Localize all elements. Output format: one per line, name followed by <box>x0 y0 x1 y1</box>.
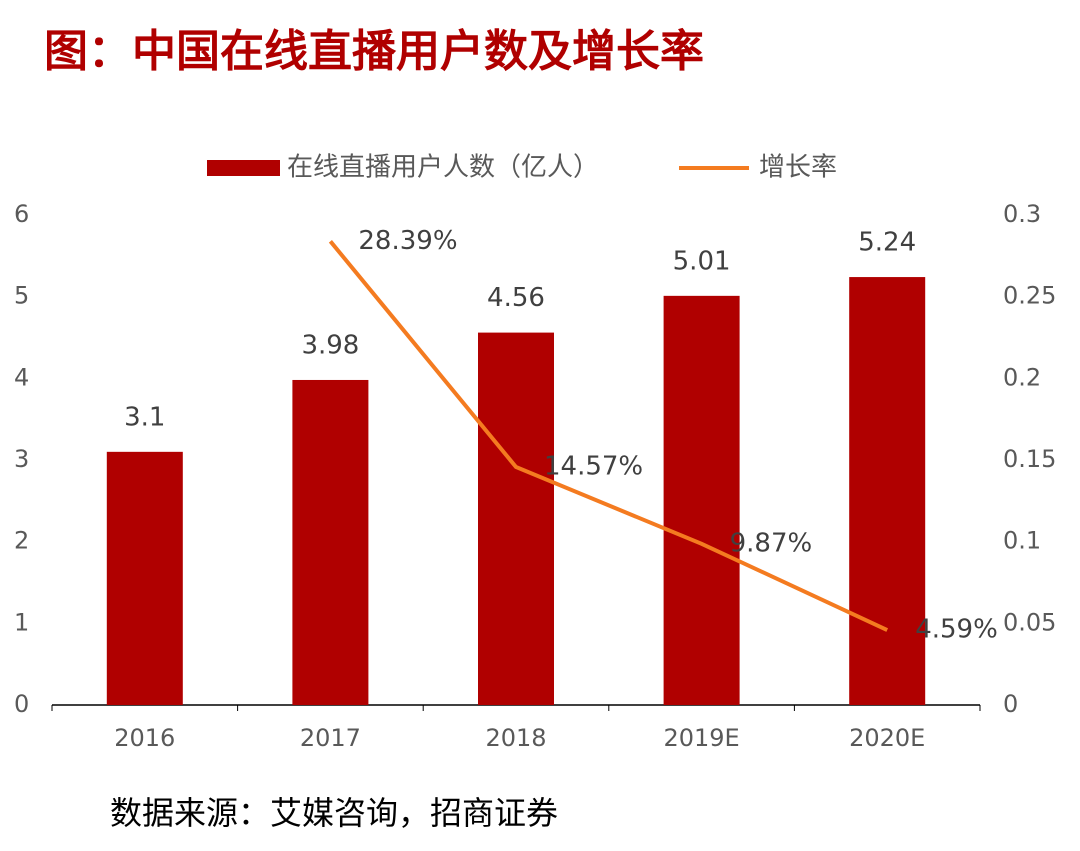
y2-tick-label: 0.1 <box>1003 527 1041 555</box>
line-value-label: 9.87% <box>730 528 813 558</box>
chart-title: 图：中国在线直播用户数及增长率 <box>44 26 704 77</box>
line-value-label: 28.39% <box>358 226 457 256</box>
source-note: 数据来源：艾媒咨询，招商证券 <box>110 794 558 832</box>
bar <box>849 277 926 705</box>
x-tick-label: 2020E <box>849 724 925 752</box>
legend-swatch <box>207 160 280 176</box>
x-tick-label: 2019E <box>663 724 739 752</box>
y2-tick-label: 0.3 <box>1003 200 1041 228</box>
y-tick-label: 2 <box>14 527 29 555</box>
x-tick-label: 2017 <box>300 724 361 752</box>
y2-tick-label: 0 <box>1003 690 1018 718</box>
line-value-label: 14.57% <box>544 452 643 482</box>
x-tick-label: 2016 <box>114 724 175 752</box>
legend-label: 在线直播用户人数（亿人） <box>287 153 599 183</box>
y-tick-label: 3 <box>14 445 29 473</box>
y-tick-label: 4 <box>14 363 29 391</box>
x-tick-label: 2018 <box>485 724 546 752</box>
legend-label: 增长率 <box>759 153 837 183</box>
y-tick-label: 1 <box>14 608 29 636</box>
bar-value-label: 3.1 <box>124 402 165 432</box>
y-tick-label: 6 <box>14 200 29 228</box>
y2-tick-label: 0.25 <box>1003 282 1056 310</box>
y-tick-label: 0 <box>14 690 29 718</box>
bar <box>292 379 369 705</box>
line <box>328 240 889 632</box>
bar <box>663 295 740 705</box>
line-value-label: 4.59% <box>915 615 998 645</box>
bar <box>478 332 554 705</box>
y2-tick-label: 0.05 <box>1003 608 1056 636</box>
bar <box>106 451 183 705</box>
y-tick-label: 5 <box>14 282 29 310</box>
bar-value-label: 4.56 <box>487 283 545 313</box>
y2-tick-label: 0.2 <box>1003 363 1041 391</box>
y2-tick-label: 0.15 <box>1003 445 1056 473</box>
bar-value-label: 5.24 <box>858 228 916 258</box>
bar-value-label: 5.01 <box>673 246 731 276</box>
bar-value-label: 3.98 <box>301 330 359 360</box>
